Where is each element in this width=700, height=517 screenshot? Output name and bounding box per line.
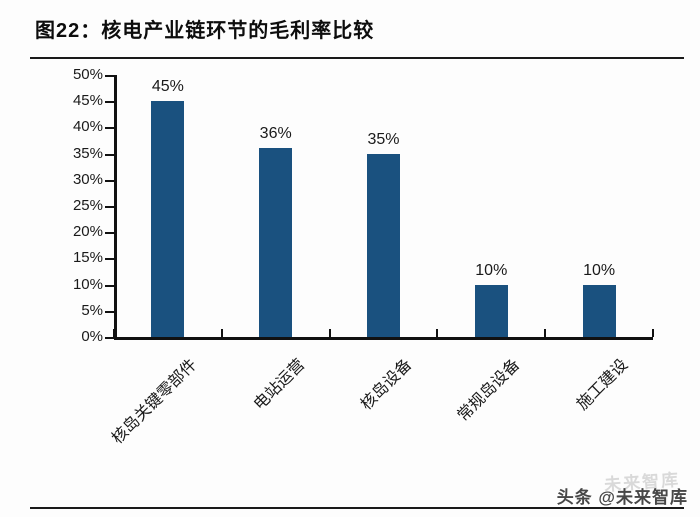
title-divider <box>30 57 684 59</box>
y-tick-mark <box>105 284 114 287</box>
y-tick-label: 35% <box>72 144 103 162</box>
category-label: 电站运营 <box>250 356 308 414</box>
bar-value-label: 10% <box>475 261 508 279</box>
x-tick-mark <box>113 329 115 337</box>
bar-value-label: 10% <box>583 261 616 279</box>
y-axis <box>114 75 117 340</box>
bar <box>474 284 508 337</box>
y-tick-label: 45% <box>72 92 103 110</box>
x-tick-mark <box>220 329 223 337</box>
x-tick-mark <box>436 329 439 337</box>
bar <box>151 101 185 337</box>
y-tick-label: 25% <box>72 197 103 214</box>
figure-title: 图22：核电产业链环节的毛利率比较 <box>35 20 375 42</box>
bar <box>259 148 293 337</box>
watermark-text: 头条 @未来智库 <box>556 488 688 507</box>
bar <box>582 284 616 337</box>
y-tick-mark <box>105 101 114 104</box>
y-tick-mark <box>105 153 114 156</box>
bar-value-label: 36% <box>259 125 292 143</box>
x-tick-mark <box>652 329 654 337</box>
y-tick-mark <box>105 179 114 182</box>
y-tick-label: 40% <box>72 118 103 136</box>
x-tick-mark <box>544 329 547 337</box>
category-label: 核岛关键零部件 <box>108 356 201 448</box>
y-tick-mark <box>105 337 114 339</box>
y-tick-mark <box>105 75 114 77</box>
x-axis <box>114 337 653 340</box>
bar <box>367 153 400 337</box>
category-label: 核岛设备 <box>358 356 416 414</box>
bar-value-label: 35% <box>367 130 400 148</box>
bottom-divider <box>30 507 684 509</box>
y-tick-label: 50% <box>72 66 103 83</box>
y-tick-mark <box>105 206 114 208</box>
y-tick-mark <box>105 232 114 235</box>
y-tick-label: 0% <box>81 328 103 345</box>
y-tick-label: 10% <box>72 275 103 293</box>
y-tick-label: 5% <box>81 301 103 319</box>
y-tick-mark <box>105 258 114 261</box>
y-tick-label: 15% <box>72 249 103 267</box>
y-tick-label: 30% <box>72 170 103 188</box>
bar-value-label: 45% <box>151 78 184 96</box>
y-tick-mark <box>105 310 114 313</box>
category-label: 施工建设 <box>574 356 632 414</box>
category-label: 常规岛设备 <box>454 356 524 425</box>
x-tick-mark <box>328 329 331 337</box>
y-tick-label: 20% <box>72 223 103 241</box>
y-tick-mark <box>105 127 114 130</box>
